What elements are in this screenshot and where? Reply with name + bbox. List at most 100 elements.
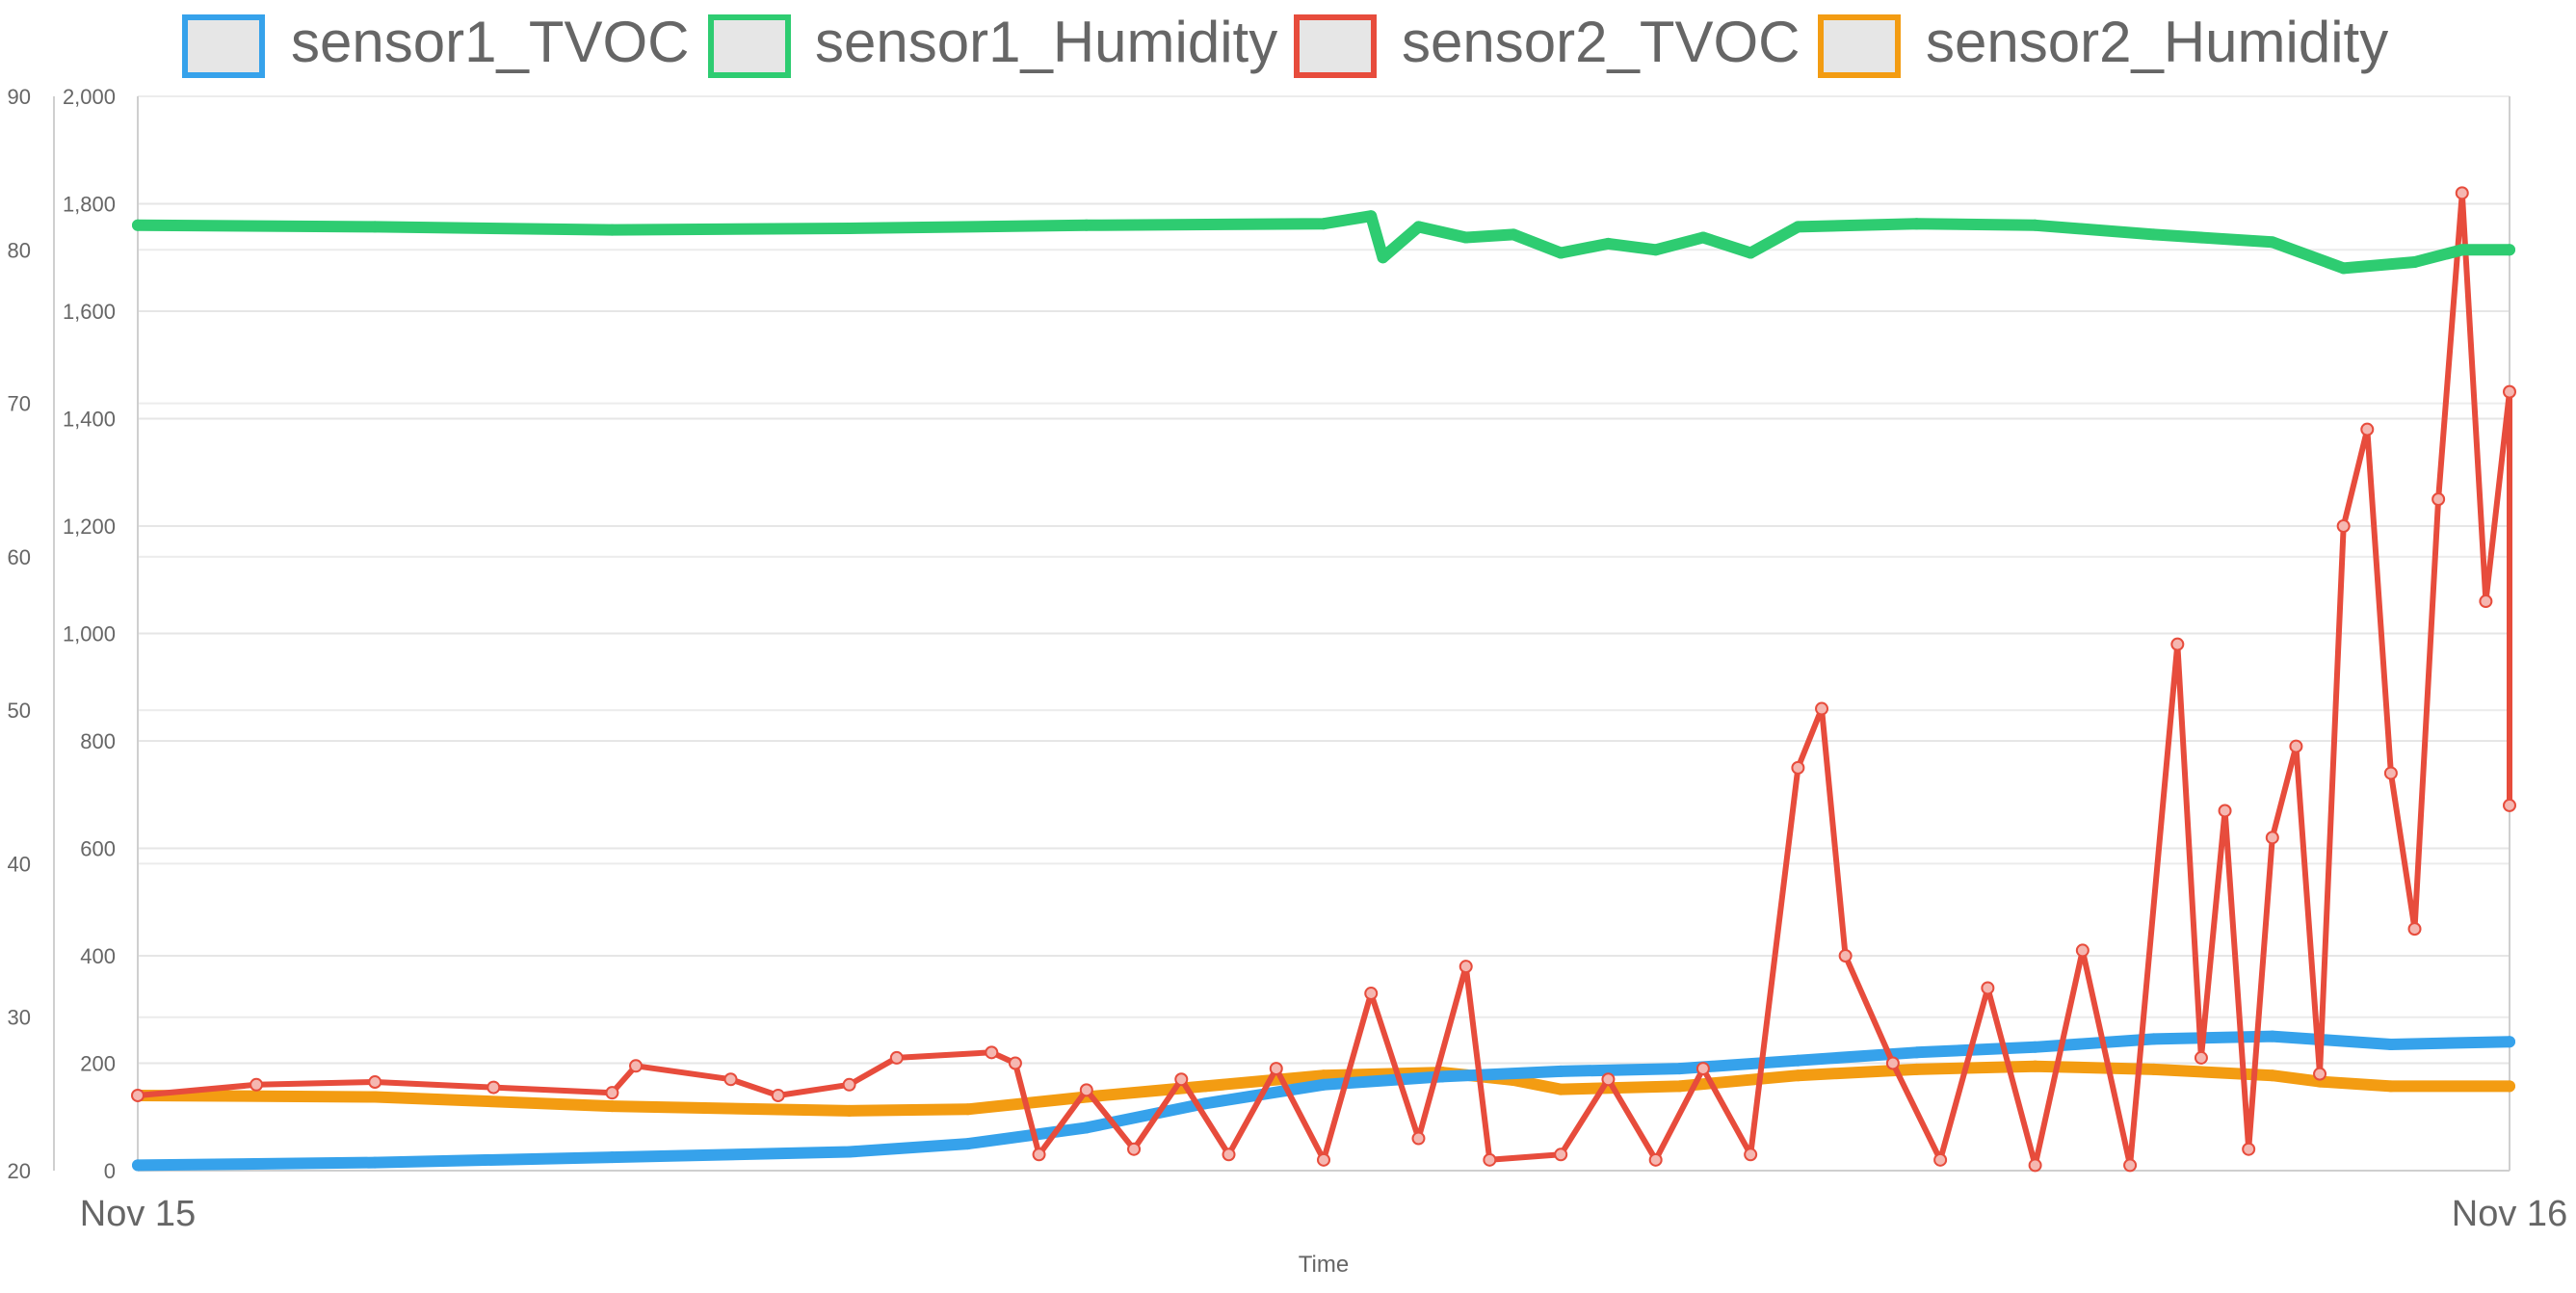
data-point-sensor1_TVOC bbox=[1080, 1121, 1092, 1134]
tvoc-tick-label: 2,000 bbox=[63, 85, 116, 109]
data-point-sensor2_TVOC bbox=[1554, 1148, 1568, 1162]
data-point-sensor1_TVOC bbox=[1318, 1078, 1329, 1091]
data-point-sensor2_Humidity bbox=[1555, 1083, 1567, 1095]
data-point-sensor2_Humidity bbox=[961, 1103, 974, 1116]
data-point-sensor1_Humidity bbox=[2337, 262, 2350, 275]
data-point-sensor1_Humidity bbox=[1412, 221, 1425, 233]
data-point-sensor2_TVOC bbox=[2479, 594, 2493, 609]
data-point-sensor2_TVOC bbox=[1838, 949, 1853, 963]
data-point-sensor2_Humidity bbox=[606, 1100, 618, 1113]
legend-swatch-sensor2_Humidity[interactable] bbox=[1818, 14, 1901, 78]
tvoc-tick-label: 0 bbox=[104, 1159, 116, 1183]
data-point-sensor2_TVOC bbox=[629, 1059, 644, 1073]
data-point-sensor2_TVOC bbox=[723, 1072, 738, 1087]
tvoc-tick-label: 1,600 bbox=[63, 300, 116, 324]
legend-label: sensor2_TVOC bbox=[1402, 10, 1801, 74]
data-point-sensor2_TVOC bbox=[1695, 1062, 1710, 1076]
tvoc-tick-label: 1,800 bbox=[63, 193, 116, 217]
data-point-sensor1_TVOC bbox=[1673, 1063, 1686, 1075]
data-point-sensor1_TVOC bbox=[2384, 1038, 2397, 1050]
legend-label: sensor1_TVOC bbox=[291, 10, 690, 74]
data-point-sensor1_Humidity bbox=[2408, 256, 2421, 269]
data-point-sensor2_TVOC bbox=[2218, 804, 2232, 818]
data-point-sensor2_TVOC bbox=[842, 1077, 856, 1092]
tvoc-tick-label: 600 bbox=[80, 837, 116, 861]
data-point-sensor2_TVOC bbox=[1791, 760, 1805, 775]
data-point-sensor1_TVOC bbox=[1792, 1054, 1804, 1067]
data-point-sensor2_Humidity bbox=[2029, 1060, 2041, 1072]
data-point-sensor2_TVOC bbox=[250, 1077, 264, 1092]
data-point-sensor2_TVOC bbox=[486, 1080, 501, 1095]
data-point-sensor2_TVOC bbox=[2170, 637, 2185, 651]
data-point-sensor1_Humidity bbox=[1459, 231, 1472, 244]
data-point-sensor1_Humidity bbox=[1365, 210, 1378, 223]
data-point-sensor2_TVOC bbox=[1269, 1062, 1283, 1076]
humidity-tick-label: 90 bbox=[8, 85, 31, 109]
data-point-sensor2_TVOC bbox=[1317, 1152, 1330, 1167]
data-point-sensor2_Humidity bbox=[369, 1091, 381, 1103]
data-point-sensor1_TVOC bbox=[2504, 1036, 2515, 1048]
data-point-sensor1_Humidity bbox=[2504, 244, 2515, 256]
data-point-sensor2_TVOC bbox=[2431, 492, 2446, 507]
data-point-sensor2_TVOC bbox=[2313, 1067, 2327, 1081]
data-point-sensor2_Humidity bbox=[1198, 1080, 1211, 1093]
humidity-tick-label: 50 bbox=[8, 699, 31, 723]
data-point-sensor1_Humidity bbox=[2456, 244, 2468, 256]
data-point-sensor1_Humidity bbox=[2147, 228, 2160, 241]
data-point-sensor2_Humidity bbox=[2504, 1080, 2515, 1093]
data-point-sensor2_TVOC bbox=[1601, 1072, 1616, 1087]
data-point-sensor2_TVOC bbox=[1222, 1148, 1236, 1162]
data-point-sensor2_Humidity bbox=[1792, 1069, 1804, 1082]
data-point-sensor2_TVOC bbox=[1815, 701, 1829, 716]
legend-swatch-sensor2_TVOC[interactable] bbox=[1294, 14, 1377, 78]
data-point-sensor2_TVOC bbox=[1885, 1056, 1900, 1070]
data-point-sensor1_Humidity bbox=[1377, 251, 1389, 264]
data-point-sensor2_TVOC bbox=[2242, 1142, 2256, 1156]
data-point-sensor1_Humidity bbox=[1507, 228, 1519, 241]
legend-swatch-sensor1_Humidity[interactable] bbox=[708, 14, 791, 78]
humidity-tick-label: 20 bbox=[8, 1159, 31, 1183]
data-point-sensor1_Humidity bbox=[1649, 244, 1662, 256]
data-point-sensor1_Humidity bbox=[1745, 247, 1757, 259]
data-point-sensor2_TVOC bbox=[1981, 981, 1995, 995]
data-point-sensor2_Humidity bbox=[1910, 1063, 1923, 1075]
data-point-sensor2_Humidity bbox=[1673, 1080, 1686, 1093]
data-point-sensor2_TVOC bbox=[2407, 922, 2422, 937]
data-point-sensor1_TVOC bbox=[2266, 1030, 2278, 1042]
tvoc-tick-label: 400 bbox=[80, 944, 116, 968]
data-point-sensor1_Humidity bbox=[1696, 231, 1709, 244]
data-point-sensor1_Humidity bbox=[843, 222, 855, 234]
data-point-sensor1_Humidity bbox=[2029, 219, 2041, 231]
data-point-sensor2_TVOC bbox=[1079, 1083, 1093, 1097]
legend-swatch-sensor1_TVOC[interactable] bbox=[182, 14, 265, 78]
data-point-sensor2_TVOC bbox=[2075, 943, 2090, 958]
legend-label: sensor1_Humidity bbox=[815, 10, 1277, 74]
data-point-sensor2_TVOC bbox=[1648, 1152, 1663, 1167]
data-point-sensor2_TVOC bbox=[1483, 1152, 1497, 1167]
data-point-sensor2_TVOC bbox=[2383, 766, 2398, 780]
data-point-sensor2_TVOC bbox=[889, 1050, 904, 1065]
x-tick-label: Nov 15 bbox=[80, 1194, 196, 1234]
data-point-sensor2_TVOC bbox=[2336, 519, 2351, 533]
humidity-tick-label: 60 bbox=[8, 545, 31, 569]
humidity-tick-label: 30 bbox=[8, 1006, 31, 1030]
data-point-sensor1_TVOC bbox=[2029, 1041, 2041, 1053]
data-point-sensor2_TVOC bbox=[2455, 186, 2469, 200]
data-point-sensor2_TVOC bbox=[1744, 1148, 1758, 1162]
data-point-sensor2_TVOC bbox=[2194, 1050, 2208, 1065]
data-point-sensor1_TVOC bbox=[1910, 1046, 1923, 1059]
data-point-sensor2_TVOC bbox=[368, 1075, 382, 1090]
series-line-sensor1_TVOC bbox=[132, 1030, 2515, 1172]
data-point-sensor1_TVOC bbox=[1198, 1097, 1211, 1110]
data-point-sensor2_TVOC bbox=[771, 1088, 785, 1102]
data-point-sensor1_Humidity bbox=[1910, 218, 1923, 230]
data-point-sensor1_TVOC bbox=[369, 1156, 381, 1169]
data-point-sensor1_TVOC bbox=[132, 1159, 144, 1172]
data-point-sensor2_TVOC bbox=[1174, 1072, 1189, 1087]
humidity-tick-label: 70 bbox=[8, 392, 31, 416]
data-point-sensor2_TVOC bbox=[131, 1088, 145, 1102]
data-point-sensor1_TVOC bbox=[1555, 1065, 1567, 1077]
data-point-sensor1_Humidity bbox=[1792, 221, 1804, 233]
